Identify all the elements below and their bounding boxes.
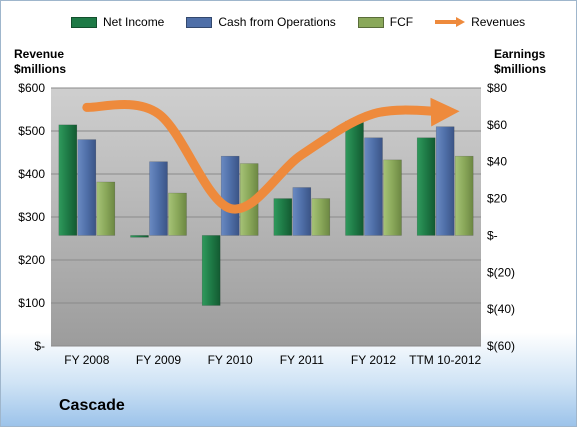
right-axis-title-line-2: $millions: [494, 62, 547, 76]
right-tick-label: $80: [487, 81, 507, 95]
bar-net-income: [130, 235, 149, 238]
legend-swatch-fcf: [357, 16, 384, 28]
bar-fcf: [96, 181, 116, 236]
right-axis-title: Earnings $millions: [494, 47, 546, 77]
bar-net-income: [201, 235, 221, 306]
company-name: Cascade: [59, 397, 125, 414]
x-tick-label: FY 2012: [351, 353, 396, 367]
bar-cash-from-operations: [77, 139, 97, 236]
right-tick-label: $(60): [487, 339, 515, 353]
right-tick-label: $20: [487, 192, 507, 206]
left-tick-label: $300: [18, 210, 45, 224]
x-tick-label: TTM 10-2012: [409, 353, 481, 367]
bar-net-income: [273, 198, 293, 236]
legend-label-net-income: Net Income: [103, 15, 165, 29]
right-tick-label: $-: [487, 228, 498, 242]
legend: Net Income Cash from Operations FCF Reve…: [71, 15, 547, 29]
legend-label-revenues: Revenues: [471, 15, 526, 29]
x-tick-label: FY 2008: [64, 353, 109, 367]
left-axis-title-line-2: $millions: [14, 62, 67, 76]
bar-net-income: [345, 120, 364, 236]
x-tick-label: FY 2010: [208, 353, 253, 367]
left-tick-label: $500: [18, 124, 45, 138]
right-axis-title-line-1: Earnings: [494, 47, 546, 61]
revenues-line: [82, 97, 460, 214]
legend-item-cash-from-operations: Cash from Operations: [186, 15, 336, 29]
x-tick-label: FY 2009: [136, 353, 181, 367]
legend-label-fcf: FCF: [389, 15, 414, 29]
right-tick-label: $(20): [487, 265, 515, 279]
bar-fcf: [383, 159, 402, 236]
bar-net-income: [416, 137, 436, 236]
bar-cash-from-operations: [435, 126, 455, 236]
bar-cash-from-operations: [364, 137, 383, 236]
bar-net-income: [58, 124, 78, 236]
bar-fcf: [311, 198, 331, 236]
left-tick-label: $200: [18, 253, 45, 267]
x-tick-label: FY 2011: [280, 353, 325, 367]
right-tick-label: $(40): [487, 302, 515, 316]
bar-cash-from-operations: [220, 155, 240, 236]
legend-item-revenues: Revenues: [435, 15, 525, 29]
legend-label-cash-from-operations: Cash from Operations: [218, 15, 336, 29]
legend-swatch-revenues-arrow-icon: [435, 17, 466, 27]
left-axis-title: Revenue $millions: [14, 47, 66, 77]
legend-swatch-net-income: [71, 16, 97, 28]
bar-fcf: [454, 155, 474, 236]
left-tick-label: $600: [18, 81, 45, 95]
bar-fcf: [168, 192, 187, 236]
right-tick-label: $40: [487, 155, 507, 169]
left-tick-label: $100: [18, 296, 45, 310]
right-tick-label: $60: [487, 118, 507, 132]
legend-item-net-income: Net Income: [71, 15, 164, 29]
tick-labels: $- $100 $200 $300 $400 $500 $600 $(60) $(40) $(20…: [18, 81, 515, 367]
left-axis-title-line-1: Revenue: [14, 47, 65, 61]
left-tick-label: $400: [18, 167, 45, 181]
bar-cash-from-operations: [292, 187, 312, 236]
revenues-line-path: [82, 97, 460, 214]
gridlines: [51, 87, 481, 347]
left-tick-label: $-: [34, 339, 45, 353]
legend-item-fcf: FCF: [357, 15, 414, 29]
legend-swatch-cash-from-operations: [186, 16, 213, 28]
bars: [58, 120, 474, 306]
bar-cash-from-operations: [149, 161, 168, 236]
